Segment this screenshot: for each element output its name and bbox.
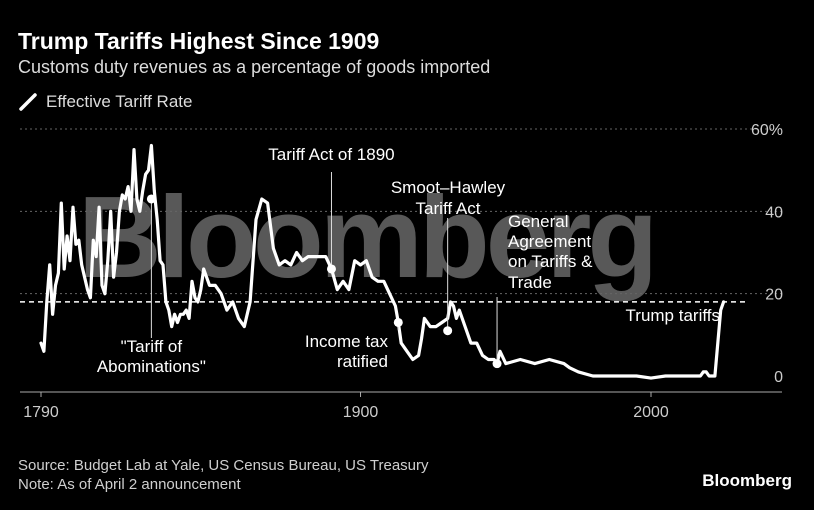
annotation-label: "Tariff of [121, 337, 183, 356]
annotation-label: ratified [337, 352, 388, 371]
annotation-label: Trump tariffs [626, 306, 720, 325]
footnote: Note: As of April 2 announcement [18, 476, 241, 493]
annotation-label: on Tariffs & [508, 252, 593, 271]
x-tick-label: 2000 [633, 404, 669, 421]
annotation-label: Trade [508, 273, 552, 292]
annotation-label: Smoot–Hawley [391, 178, 506, 197]
y-tick-label: 20 [765, 287, 783, 304]
x-tick-label: 1900 [343, 404, 379, 421]
annotation-marker [443, 326, 453, 336]
brand-logo: Bloomberg [702, 471, 792, 490]
annotation-label: Income tax [305, 332, 389, 351]
legend-line-icon [19, 93, 37, 111]
chart-subtitle: Customs duty revenues as a percentage of… [18, 57, 491, 77]
x-tick-label: 1790 [23, 404, 59, 421]
chart-title: Trump Tariffs Highest Since 1909 [18, 28, 380, 54]
annotation-label: Tariff Act of 1890 [268, 145, 394, 164]
y-tick-label: 0 [774, 369, 783, 386]
legend-label: Effective Tariff Rate [46, 92, 193, 111]
annotation-marker [326, 264, 336, 274]
annotation-label: Tariff Act [416, 199, 481, 218]
annotation-marker [146, 194, 156, 204]
annotation-label: Abominations" [97, 357, 206, 376]
chart-area: 0 20 40 60% 1790 1900 2000 "Tariff ofAbominatio… [20, 122, 783, 421]
legend: Effective Tariff Rate [18, 92, 192, 112]
y-tick-label: 60% [751, 122, 783, 139]
source-note: Source: Budget Lab at Yale, US Census Bu… [18, 457, 429, 474]
annotation-label: Agreement [508, 232, 591, 251]
series-line [39, 143, 726, 380]
annotation-marker [393, 317, 403, 327]
y-tick-label: 40 [765, 204, 783, 221]
annotation-marker [492, 359, 502, 369]
annotation-label: General [508, 212, 568, 231]
